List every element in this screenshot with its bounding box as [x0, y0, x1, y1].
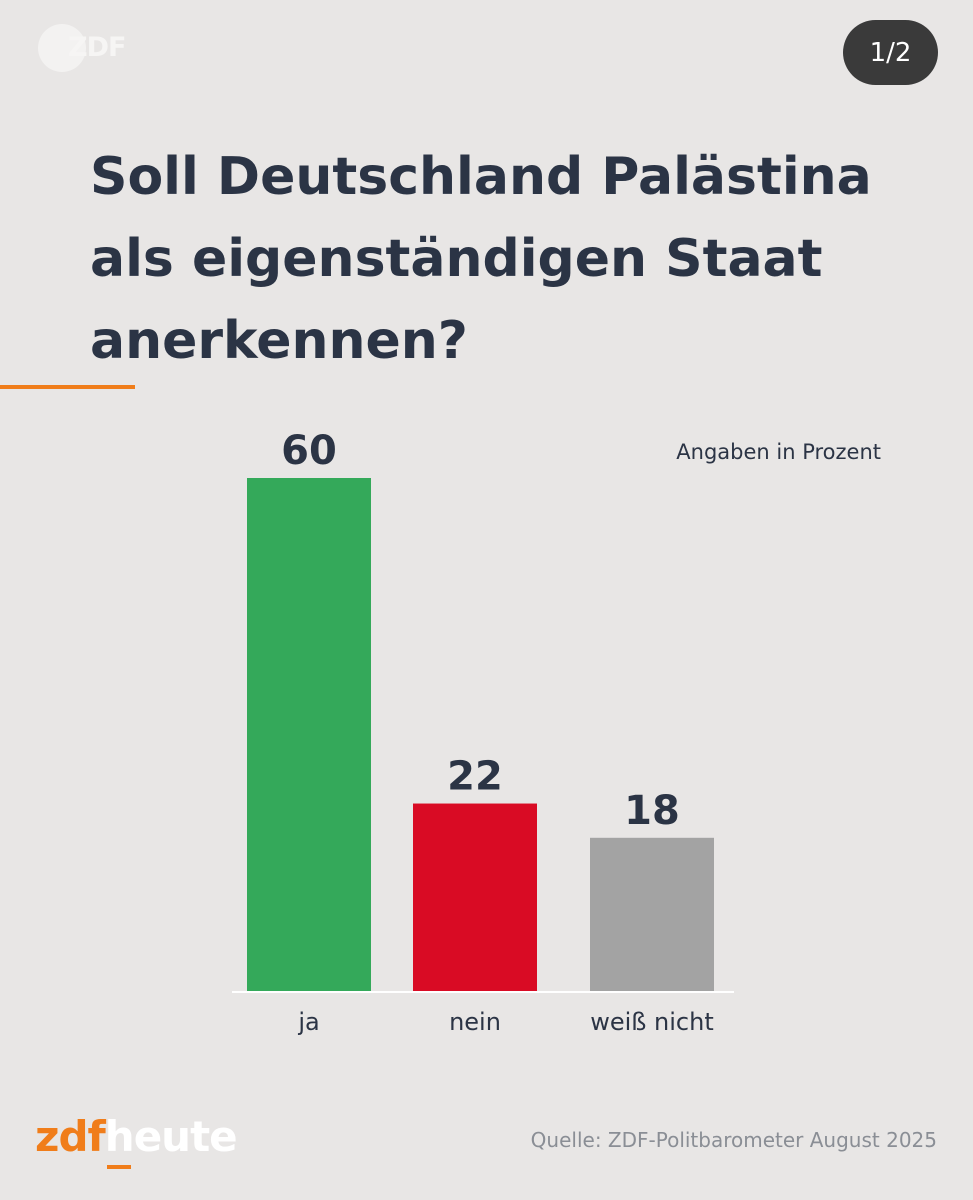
zdf-logo-circle: [38, 24, 86, 72]
zdf-logo: ZDF: [38, 24, 138, 72]
zdfheute-logo-heute: heute: [104, 1112, 238, 1169]
unit-note: Angaben in Prozent: [676, 440, 881, 464]
zdfheute-logo-underline: [106, 1165, 131, 1169]
category-label: weiß nicht: [590, 1008, 714, 1036]
category-label: ja: [297, 1008, 319, 1036]
bar-weiß-nicht: [590, 837, 714, 992]
bar-nein: [413, 803, 537, 992]
page-indicator[interactable]: 1/2: [843, 20, 938, 85]
zdfheute-logo: zdfheute: [35, 1112, 238, 1169]
value-label: 22: [447, 754, 503, 800]
zdf-logo-text: ZDF: [68, 32, 126, 63]
zdfheute-logo-heute-text: heute: [104, 1112, 238, 1161]
zdfheute-logo-zdf: zdf: [35, 1112, 106, 1161]
category-label: nein: [449, 1008, 501, 1036]
value-label: 18: [624, 788, 680, 834]
bar-ja: [247, 478, 371, 992]
chart-title: Soll Deutschland Palästina als eigenstän…: [90, 147, 872, 371]
value-label: 60: [281, 428, 337, 474]
title-accent-rule: [0, 385, 135, 389]
source-note: Quelle: ZDF-Politbarometer August 2025: [530, 1128, 937, 1152]
